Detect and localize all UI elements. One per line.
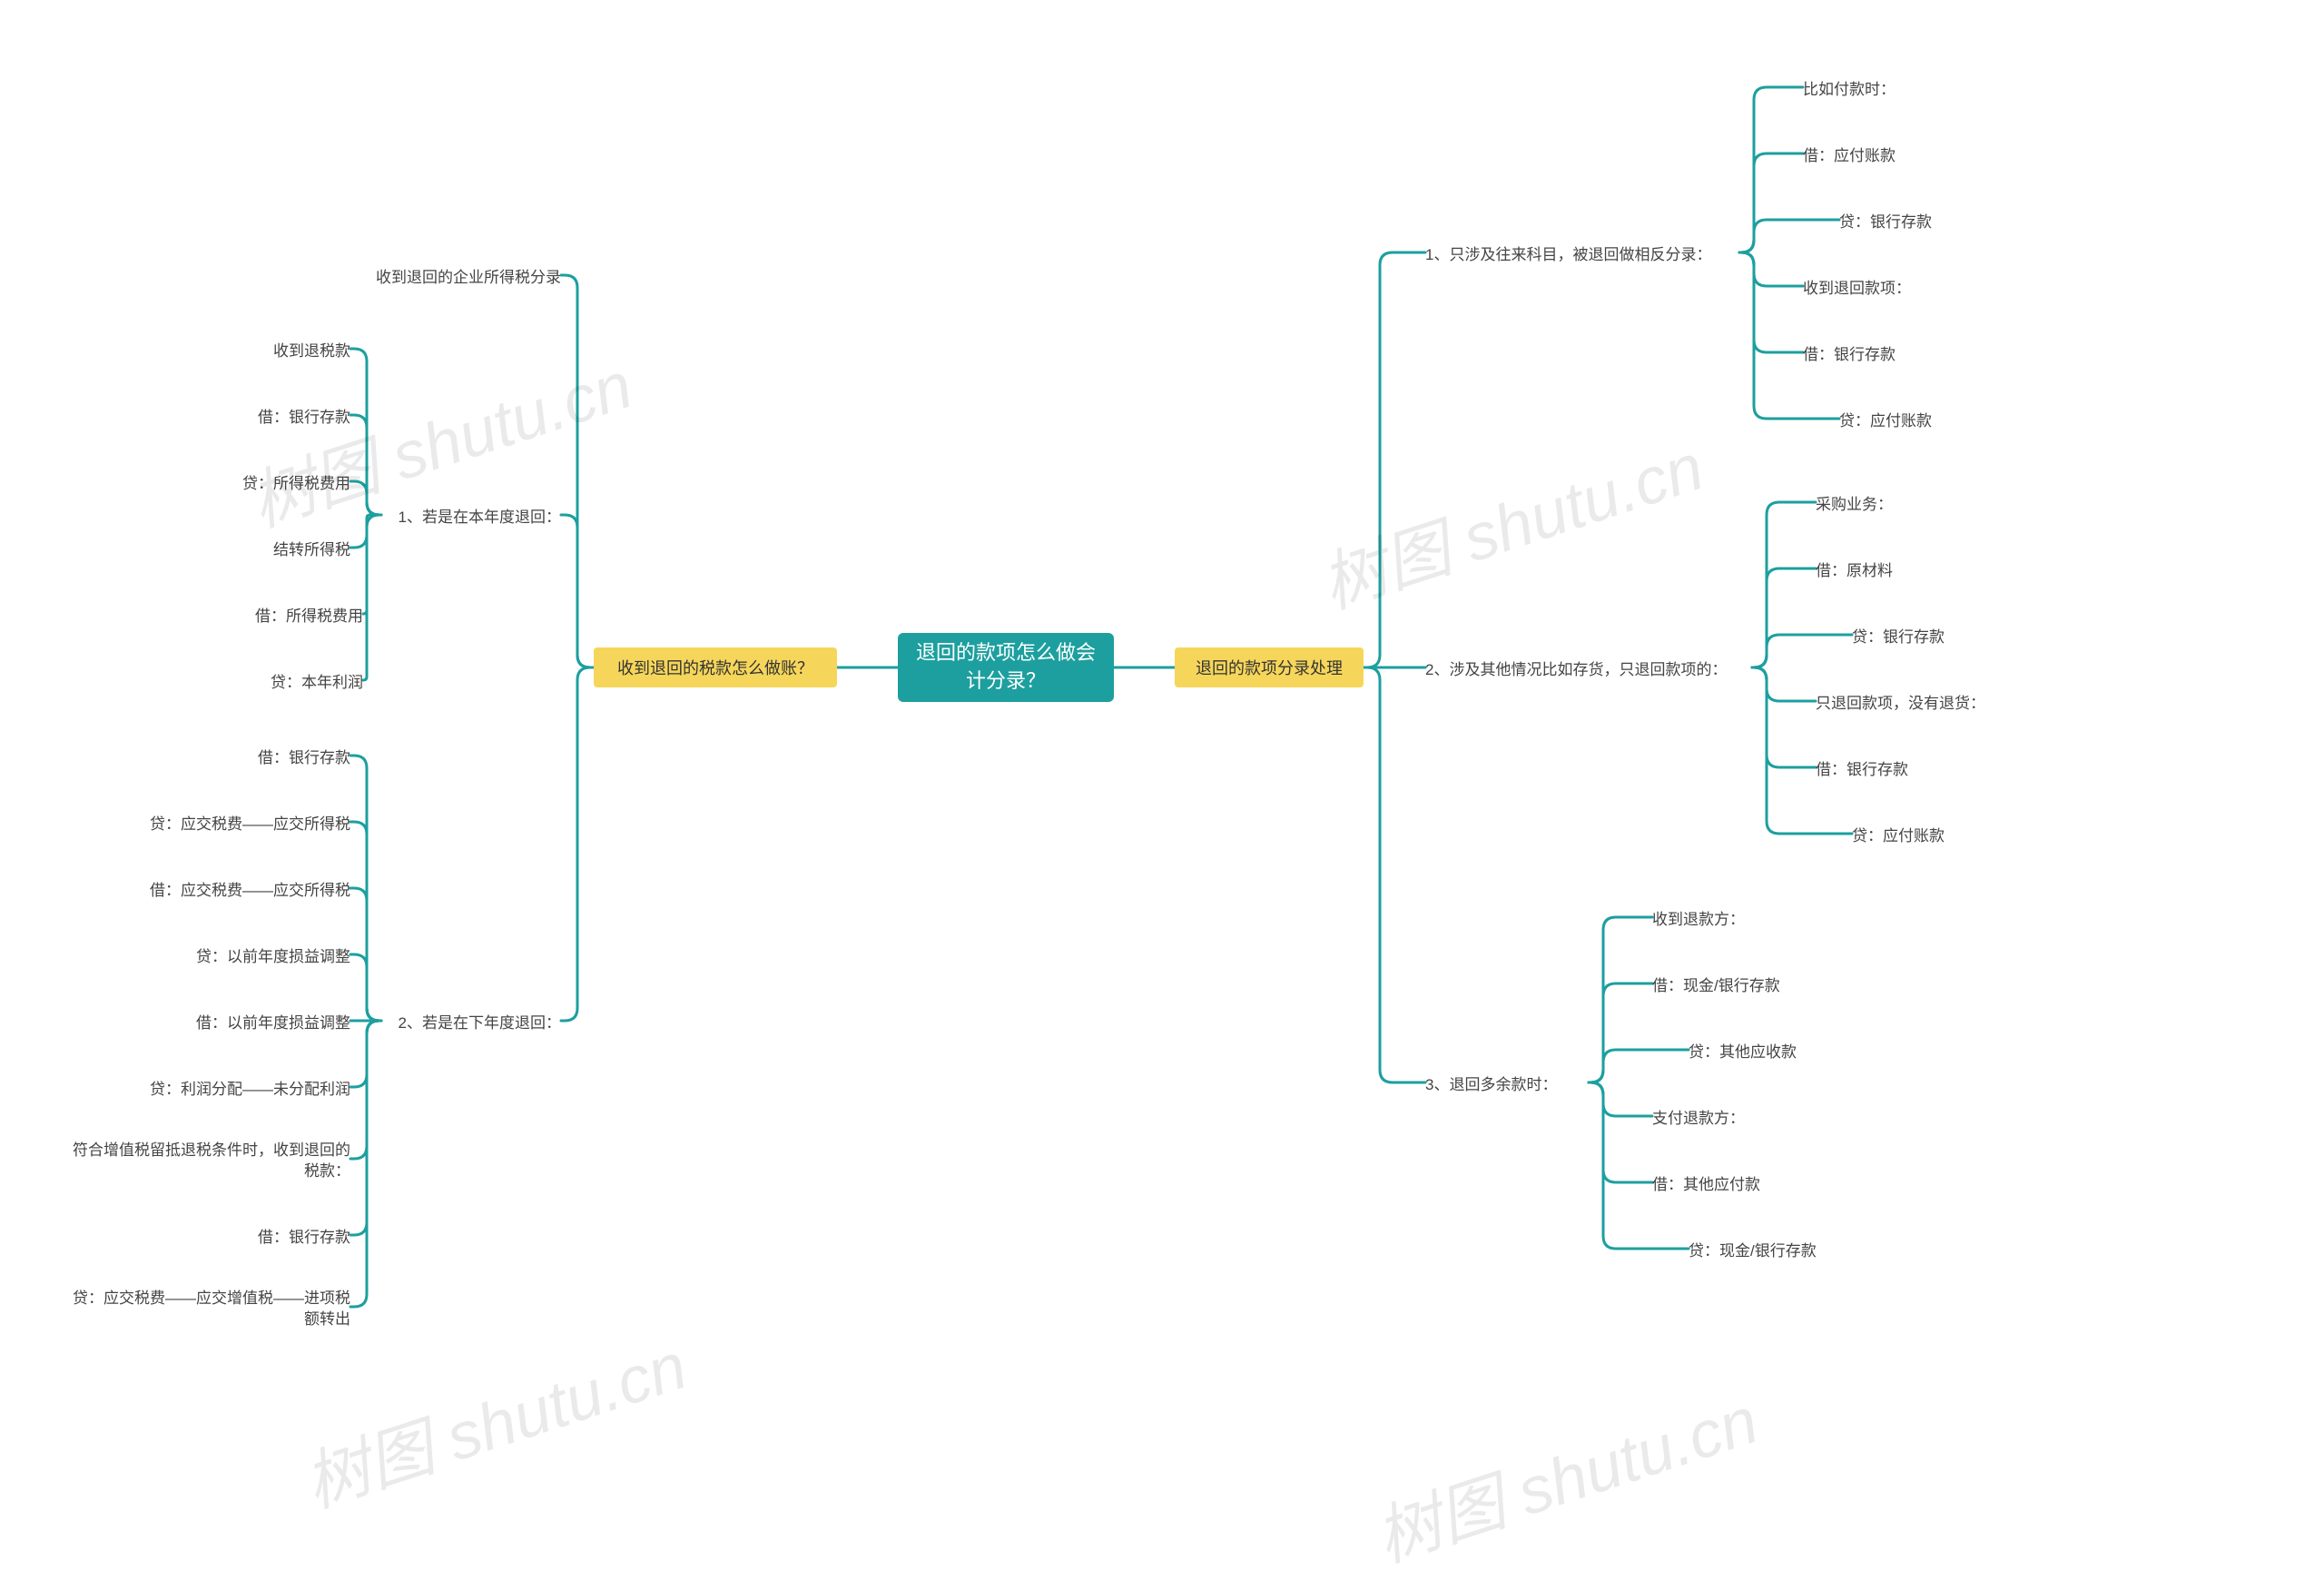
- left-g2-item-8: 贷：应交税费——应交增值税——进项税额转出: [69, 1289, 350, 1330]
- right-g0-item-3: 收到退回款项：: [1803, 273, 1975, 299]
- right-group-1: 2、涉及其他情况比如存货，只退回款项的：: [1425, 655, 1752, 680]
- left-g2-item-6: 符合增值税留抵退税条件时，收到退回的税款：: [69, 1141, 350, 1182]
- links-layer: [0, 0, 2324, 1581]
- left-g1-item-2: 贷：所得税费用: [189, 469, 350, 494]
- left-g1-item-3: 结转所得税: [214, 535, 350, 560]
- left-g1-item-4: 借：所得税费用: [202, 601, 363, 627]
- left-g1-item-1: 借：银行存款: [202, 402, 350, 428]
- right-group-2: 3、退回多余款时：: [1425, 1070, 1589, 1095]
- right-g1-item-0: 采购业务：: [1816, 489, 1952, 515]
- root-node: 退回的款项怎么做会计分录？: [898, 633, 1114, 702]
- right-g2-item-2: 贷：其他应收款: [1689, 1037, 1861, 1062]
- right-g0-item-5: 贷：应付账款: [1839, 406, 1994, 431]
- right-g1-item-5: 贷：应付账款: [1852, 821, 2006, 846]
- right-group-0: 1、只涉及往来科目，被退回做相反分录：: [1425, 240, 1739, 265]
- right-g1-item-2: 贷：银行存款: [1852, 622, 2006, 647]
- right-g2-item-4: 借：其他应付款: [1652, 1170, 1825, 1195]
- left-group-2: 2、若是在下年度退回：: [381, 1008, 561, 1033]
- watermark-3: 树图 shutu.cn: [1362, 1367, 1768, 1580]
- left-g2-item-2: 借：应交税费——应交所得税: [102, 875, 350, 901]
- left-g1-item-5: 贷：本年利润: [202, 667, 363, 693]
- right-g0-item-0: 比如付款时：: [1803, 74, 1957, 100]
- left-group-0: 收到退回的企业所得税分录: [352, 262, 561, 288]
- left-g2-item-0: 借：银行存款: [202, 743, 350, 768]
- right-g2-item-1: 借：现金/银行存款: [1652, 971, 1834, 996]
- watermark-2: 树图 shutu.cn: [290, 1312, 696, 1526]
- right-g1-item-4: 借：银行存款: [1816, 755, 1970, 780]
- right-g0-item-1: 借：应付账款: [1803, 141, 1957, 166]
- left-g2-item-4: 借：以前年度损益调整: [143, 1008, 350, 1033]
- left-branch: 收到退回的税款怎么做账？: [594, 647, 837, 687]
- right-g0-item-2: 贷：银行存款: [1839, 207, 1994, 232]
- left-g2-item-5: 贷：利润分配——未分配利润: [114, 1074, 350, 1100]
- right-g2-item-0: 收到退款方：: [1652, 904, 1807, 930]
- right-g1-item-3: 只退回款项，没有退货：: [1816, 688, 2024, 714]
- mindmap-stage: 退回的款项怎么做会计分录？ 收到退回的税款怎么做账？ 退回的款项分录处理 收到退回的企…: [0, 0, 2324, 1581]
- right-g2-item-5: 贷：现金/银行存款: [1689, 1236, 1879, 1261]
- left-group-1: 1、若是在本年度退回：: [381, 502, 561, 528]
- left-g1-item-0: 收到退税款: [214, 336, 350, 361]
- right-g0-item-4: 借：银行存款: [1803, 340, 1957, 365]
- watermark-1: 树图 shutu.cn: [1307, 413, 1713, 627]
- left-g2-item-7: 借：银行存款: [202, 1222, 350, 1248]
- left-g2-item-1: 贷：应交税费——应交所得税: [102, 809, 350, 835]
- right-branch: 退回的款项分录处理: [1175, 647, 1364, 687]
- left-g2-item-3: 贷：以前年度损益调整: [143, 942, 350, 967]
- right-g1-item-1: 借：原材料: [1816, 556, 1952, 581]
- right-g2-item-3: 支付退款方：: [1652, 1103, 1807, 1129]
